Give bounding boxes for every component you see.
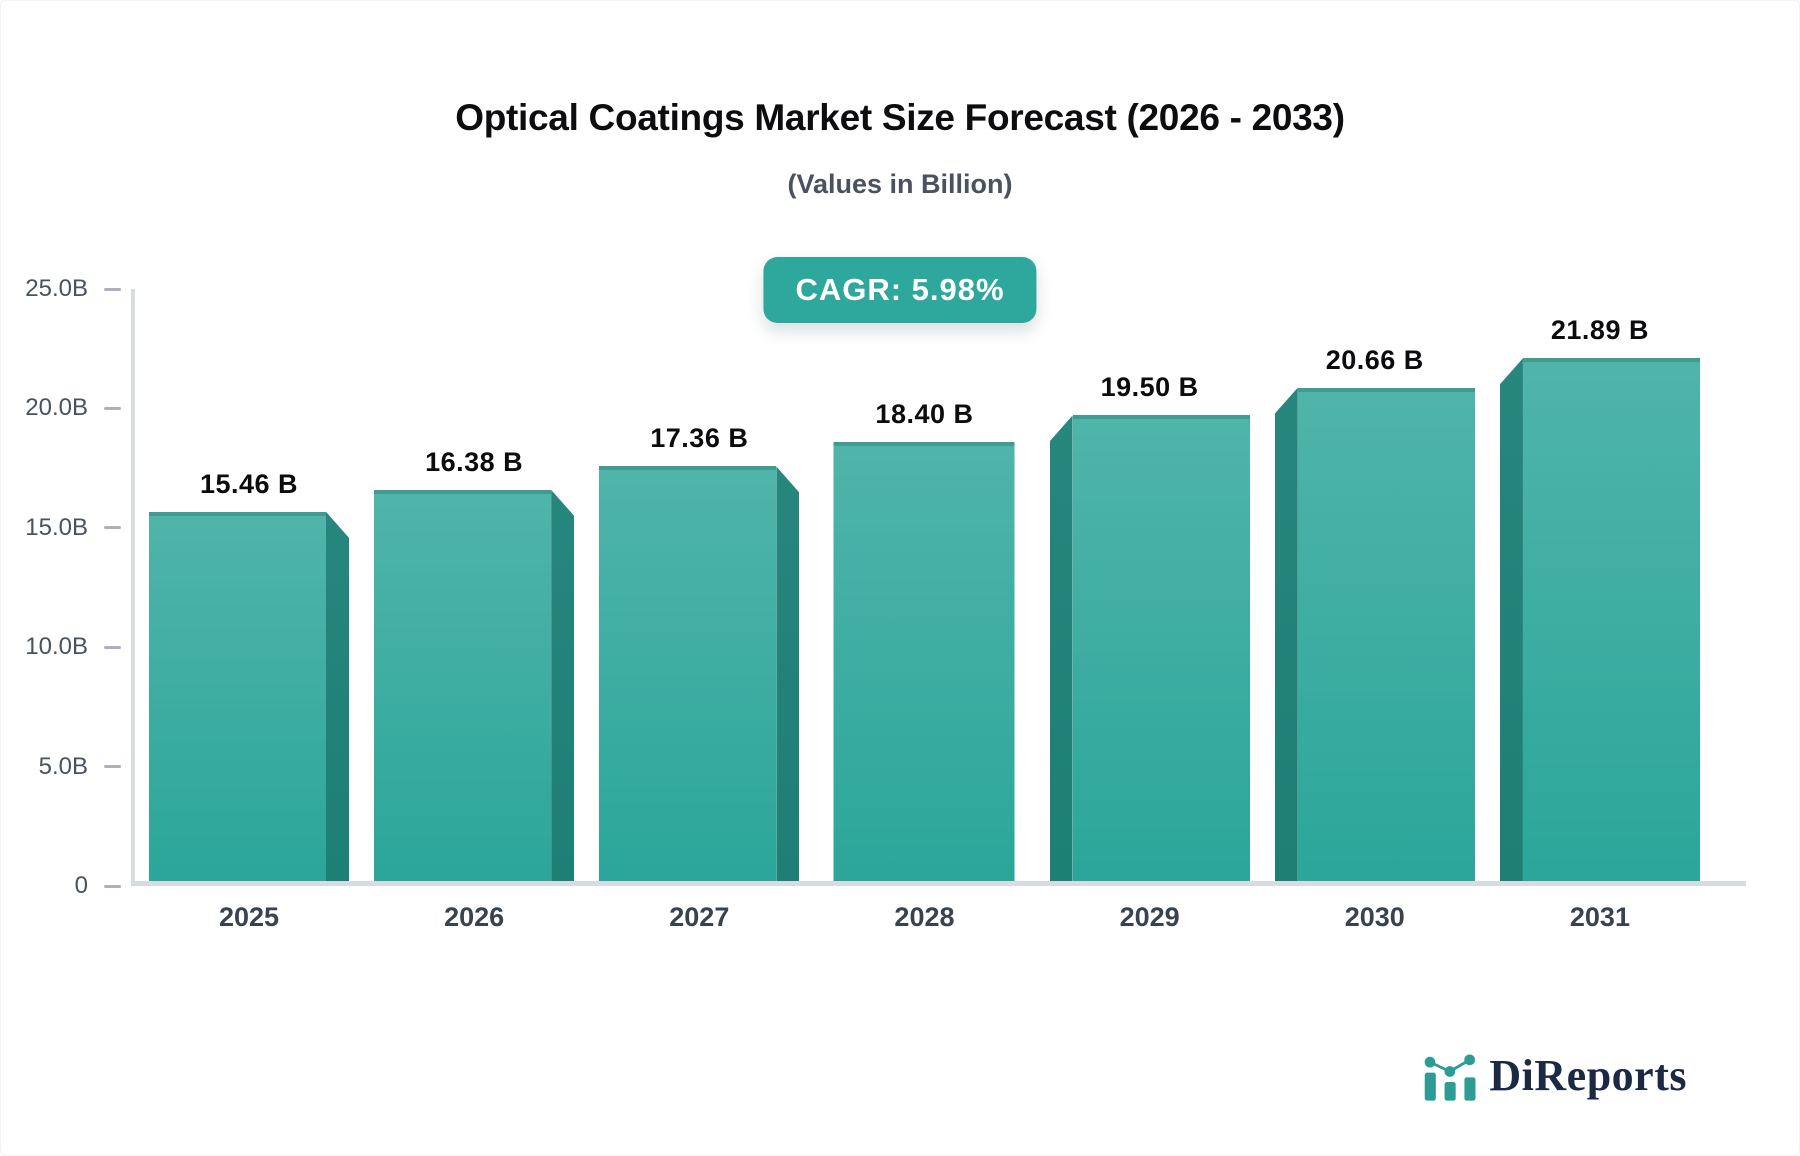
y-tick-mark <box>104 765 121 769</box>
value-label-2025: 15.46 B <box>199 468 299 499</box>
bar-2030[interactable]: 20.66 B <box>1274 345 1475 881</box>
y-tick-15.0B: 15.0B <box>25 514 135 542</box>
y-tick-20.0B: 20.0B <box>25 394 135 422</box>
y-tick-25.0B: 25.0B <box>25 275 135 303</box>
x-axis-label-2027: 2027 <box>669 902 730 932</box>
chart-title: Optical Coatings Market Size Forecast (2… <box>455 97 1345 138</box>
cagr-badge: CAGR: 5.98% <box>763 257 1037 323</box>
bar-face[interactable] <box>599 466 777 881</box>
bar-2025[interactable]: 15.46 B <box>149 469 349 881</box>
bar-column-2028: 18.40 B 2028 <box>824 289 1024 932</box>
y-tick-mark <box>104 406 121 410</box>
bar-face[interactable] <box>833 441 1015 881</box>
value-label-2029: 19.50 B <box>1100 372 1199 403</box>
value-label-2027: 17.36 B <box>650 423 749 454</box>
mini-bar-chart-icon <box>1425 1054 1476 1101</box>
bar-side-3d <box>326 511 349 881</box>
x-axis-label-2029: 2029 <box>1119 902 1180 932</box>
value-label-2026: 16.38 B <box>425 446 524 477</box>
brand-name: DiReports <box>1489 1050 1687 1100</box>
bar-face[interactable] <box>149 511 326 881</box>
bar-column-2026: 16.38 B 2026 <box>374 289 575 932</box>
bar-face[interactable] <box>1297 387 1475 881</box>
value-label-2030: 20.66 B <box>1325 344 1424 375</box>
x-axis-label-2028: 2028 <box>894 902 955 932</box>
bar-2026[interactable]: 16.38 B <box>374 447 575 881</box>
bar-face[interactable] <box>1522 358 1700 881</box>
y-tick-label: 15.0B <box>25 513 88 541</box>
y-tick-5.0B: 5.0B <box>39 753 135 781</box>
x-axis-label-2031: 2031 <box>1569 902 1630 932</box>
y-tick-label: 10.0B <box>25 633 88 661</box>
brand-logo: DiReports <box>1423 1047 1687 1103</box>
bar-2027[interactable]: 17.36 B <box>599 423 800 881</box>
y-tick-mark <box>104 884 121 888</box>
plot-area: 25.0B 20.0B 15.0B 10.0B 5.0B 0 15.46 B 2025 16.… <box>25 275 1746 932</box>
x-axis-label-2030: 2030 <box>1344 902 1405 932</box>
bar-column-2025: 15.46 B 2025 <box>149 289 349 932</box>
bar-side-3d <box>1499 358 1523 881</box>
bar-side-3d <box>776 466 800 881</box>
value-label-2031: 21.89 B <box>1550 315 1649 346</box>
value-label-2028: 18.40 B <box>875 398 974 429</box>
x-axis-label-2025: 2025 <box>218 902 280 932</box>
y-tick-label: 5.0B <box>38 752 88 780</box>
bar-2028[interactable]: 18.40 B <box>824 399 1024 881</box>
bar-face[interactable] <box>374 489 552 881</box>
y-tick-0: 0 <box>75 872 135 900</box>
bar-side-3d <box>551 489 575 881</box>
bar-column-2031: 21.89 B 2031 <box>1499 289 1700 932</box>
y-tick-mark <box>104 645 121 649</box>
y-tick-mark <box>104 526 121 530</box>
chart-subtitle: (Values in Billion) <box>787 169 1013 199</box>
bar-face[interactable] <box>1072 415 1250 881</box>
bar-side-3d <box>1049 415 1073 881</box>
y-tick-label: 25.0B <box>25 275 88 302</box>
y-tick-label: 20.0B <box>25 394 88 422</box>
bar-side-3d <box>1274 387 1298 881</box>
y-tick-mark <box>104 287 121 291</box>
bar-column-2027: 17.36 B 2027 <box>599 289 800 932</box>
y-tick-label: 0 <box>74 872 88 899</box>
y-tick-10.0B: 10.0B <box>25 633 135 661</box>
bar-column-2029: 19.50 B 2029 <box>1049 289 1250 932</box>
bar-2031[interactable]: 21.89 B <box>1499 315 1700 881</box>
bar-column-2030: 20.66 B 2030 <box>1274 289 1475 932</box>
bar-series: 15.46 B 2025 16.38 B 2026 17.36 B 2027 18.40 B… <box>149 289 1700 932</box>
bar-2029[interactable]: 19.50 B <box>1049 372 1250 881</box>
x-axis-label-2026: 2026 <box>444 902 505 932</box>
